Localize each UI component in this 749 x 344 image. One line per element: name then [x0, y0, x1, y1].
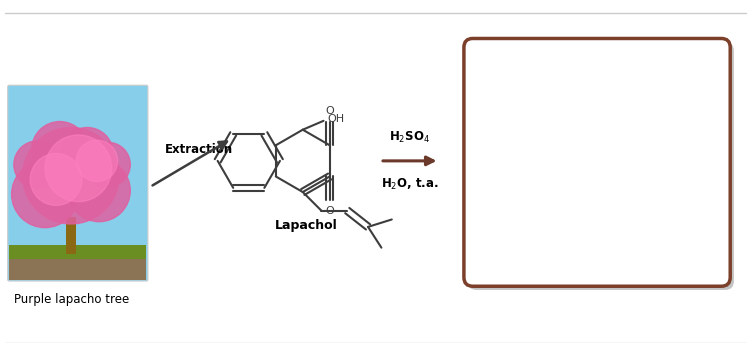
Circle shape — [13, 141, 61, 188]
Circle shape — [45, 135, 112, 202]
Text: O: O — [325, 106, 334, 116]
Circle shape — [61, 128, 113, 180]
Circle shape — [68, 159, 130, 222]
Text: O: O — [609, 104, 617, 114]
Text: Extraction: Extraction — [165, 143, 233, 156]
Text: O: O — [325, 206, 334, 216]
Text: O: O — [610, 97, 619, 107]
Text: Purple lapacho tree: Purple lapacho tree — [14, 293, 130, 306]
Text: Lapachol: Lapachol — [275, 219, 337, 232]
Circle shape — [76, 140, 118, 182]
Text: OH: OH — [327, 114, 345, 124]
FancyBboxPatch shape — [7, 85, 148, 281]
Circle shape — [30, 153, 82, 205]
Text: β-lapachona: β-lapachona — [535, 243, 611, 256]
Text: H$_2$O, t.a.: H$_2$O, t.a. — [381, 177, 438, 192]
Circle shape — [31, 121, 88, 178]
Circle shape — [86, 142, 130, 187]
FancyBboxPatch shape — [467, 42, 734, 290]
Circle shape — [11, 161, 79, 228]
Text: O: O — [648, 187, 657, 200]
FancyBboxPatch shape — [9, 254, 146, 280]
FancyBboxPatch shape — [9, 245, 146, 259]
Circle shape — [22, 128, 119, 224]
FancyBboxPatch shape — [66, 216, 76, 254]
Text: H$_2$SO$_4$: H$_2$SO$_4$ — [389, 129, 430, 144]
FancyBboxPatch shape — [464, 39, 730, 286]
